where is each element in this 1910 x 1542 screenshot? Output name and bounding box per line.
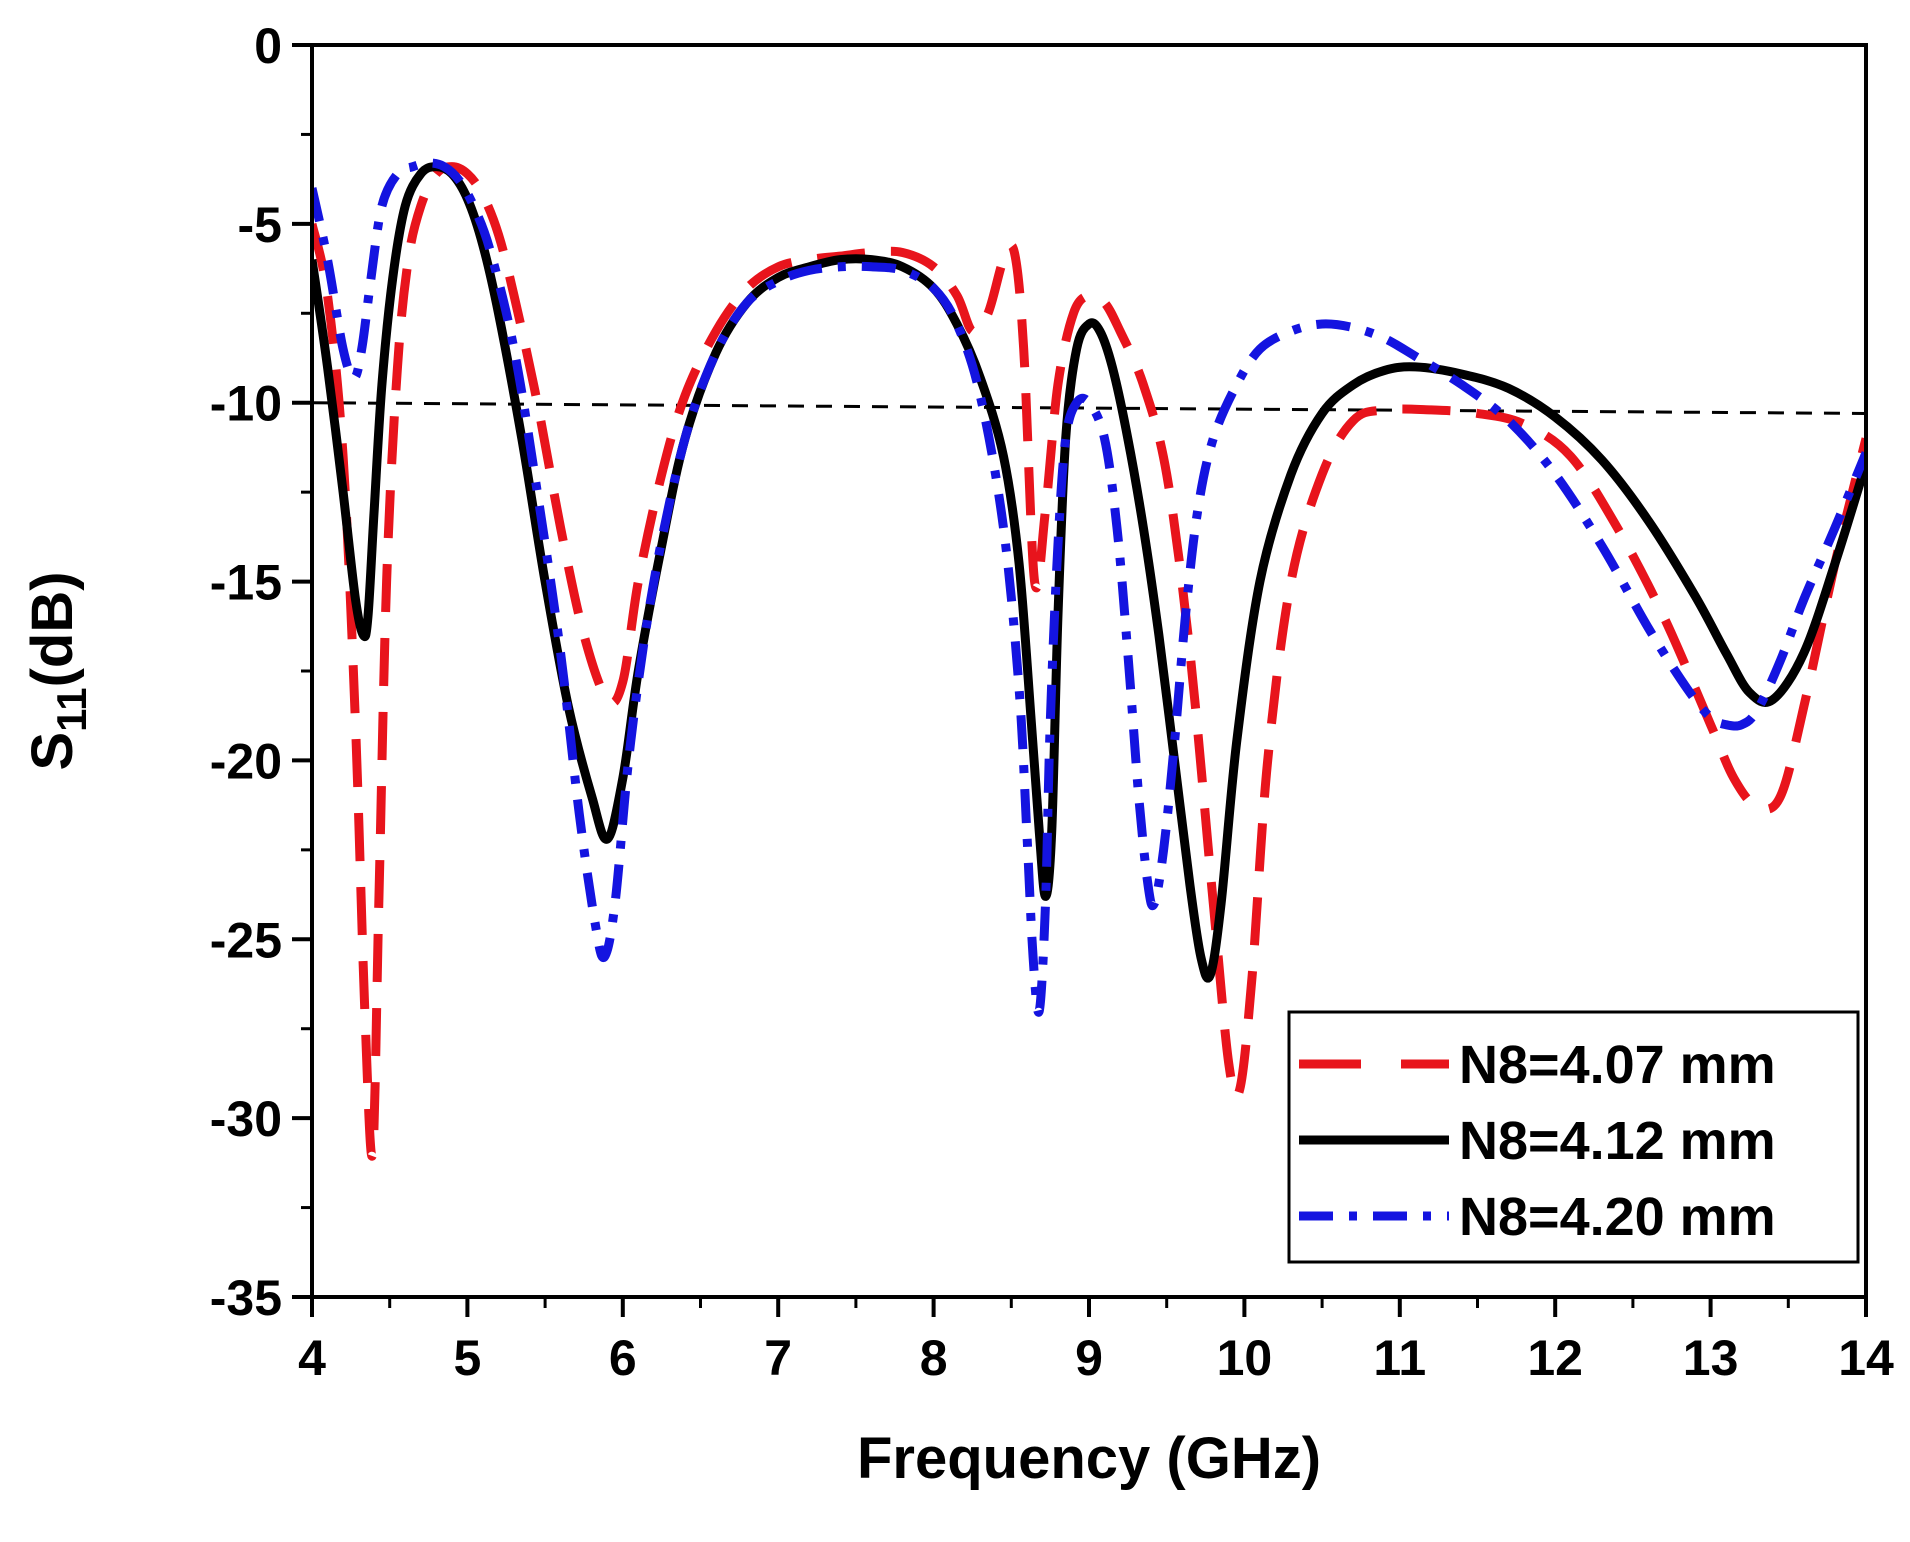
series-line-3: [312, 158, 1866, 1017]
x-tick-label: 8: [920, 1330, 948, 1386]
legend-label-3: N8=4.20 mm: [1459, 1187, 1776, 1247]
y-axis-title-main: S: [20, 732, 85, 771]
y-tick-label: -15: [210, 555, 282, 611]
y-axis-title-sub: 11: [48, 687, 95, 731]
series-line-1: [312, 162, 1866, 1161]
tick-labels: 4 5 6 7 8 9 10 11 12 13 14 0 -5 -10 -15 -20 -25 -30 -35: [210, 18, 1894, 1386]
y-tick-label: -25: [210, 912, 282, 968]
x-tick-label: 5: [453, 1330, 481, 1386]
plot-frame: [310, 43, 1868, 1299]
y-tick-label: -30: [210, 1091, 282, 1147]
legend-label-1: N8=4.07 mm: [1459, 1035, 1776, 1095]
legend: N8=4.07 mm N8=4.12 mm N8=4.20 mm: [1287, 1010, 1860, 1264]
x-tick-label: 10: [1217, 1330, 1273, 1386]
x-tick-label: 4: [298, 1330, 326, 1386]
series-layer: [312, 158, 1866, 1161]
x-tick-label: 9: [1075, 1330, 1103, 1386]
x-tick-label: 11: [1373, 1330, 1426, 1386]
x-tick-label: 12: [1527, 1330, 1583, 1386]
y-tick-label: -5: [238, 197, 282, 253]
y-tick-label: -20: [210, 733, 282, 789]
x-tick-label: 6: [609, 1330, 637, 1386]
x-tick-label: 14: [1838, 1330, 1894, 1386]
reference-line: [312, 401, 1866, 415]
series-line-2: [312, 162, 1866, 983]
legend-label-2: N8=4.12 mm: [1459, 1111, 1776, 1171]
y-tick-label: -35: [210, 1270, 282, 1326]
y-axis-title-unit: (dB): [20, 571, 85, 687]
reference-line-layer: [312, 401, 1866, 415]
x-tick-label: 13: [1683, 1330, 1739, 1386]
y-axis-title: S11(dB): [20, 571, 95, 770]
y-tick-label: 0: [254, 18, 282, 74]
x-tick-label: 7: [764, 1330, 792, 1386]
y-tick-label: -10: [210, 376, 282, 432]
x-axis-title: Frequency (GHz): [857, 1426, 1321, 1491]
